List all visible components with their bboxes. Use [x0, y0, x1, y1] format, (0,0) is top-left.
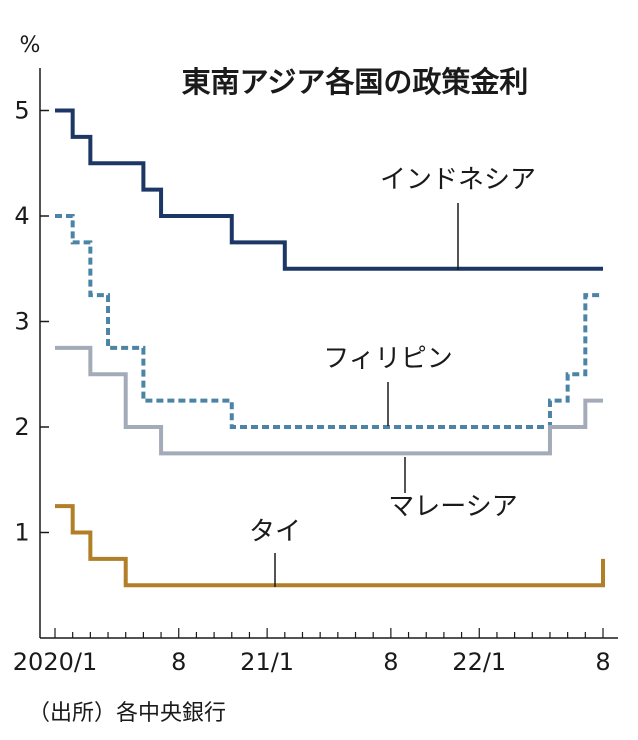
- series-label-text: フィリピン: [323, 344, 452, 374]
- series-label-text: タイ: [249, 517, 301, 547]
- y-tick-label: 5: [14, 97, 29, 125]
- series-line-3: [55, 504, 605, 588]
- series-label-indonesia: インドネシア: [380, 165, 536, 270]
- x-tick-label: 22/1: [452, 648, 506, 676]
- x-tick-label: 8: [595, 648, 610, 676]
- series-line-0: [55, 108, 603, 271]
- series-label-malaysia: マレーシア: [388, 457, 518, 522]
- series-label-thailand: タイ: [249, 517, 301, 587]
- x-tick-label: 21/1: [240, 648, 294, 676]
- chart-title: 東南アジア各国の政策金利: [182, 65, 529, 99]
- x-ticks: 2020/1 8 21/1 8 22/1 8: [13, 628, 611, 676]
- source-note: （出所）各中央銀行: [28, 701, 226, 726]
- y-tick-label: 4: [14, 202, 29, 230]
- y-ticks: 1 2 3 4 5: [14, 97, 49, 547]
- x-tick-label: 8: [171, 648, 186, 676]
- x-tick-label: 8: [383, 648, 398, 676]
- series-lines: [55, 108, 605, 588]
- y-unit-label: %: [20, 33, 41, 58]
- series-label-philippines: フィリピン: [323, 344, 453, 426]
- series-line-2: [55, 345, 603, 456]
- y-tick-label: 1: [14, 519, 29, 547]
- y-tick-label: 2: [14, 413, 29, 441]
- y-tick-label: 3: [14, 308, 29, 336]
- series-label-text: マレーシア: [388, 492, 517, 522]
- series-line-1: [55, 214, 603, 429]
- x-tick-label: 2020/1: [13, 648, 97, 676]
- series-label-text: インドネシア: [380, 165, 536, 195]
